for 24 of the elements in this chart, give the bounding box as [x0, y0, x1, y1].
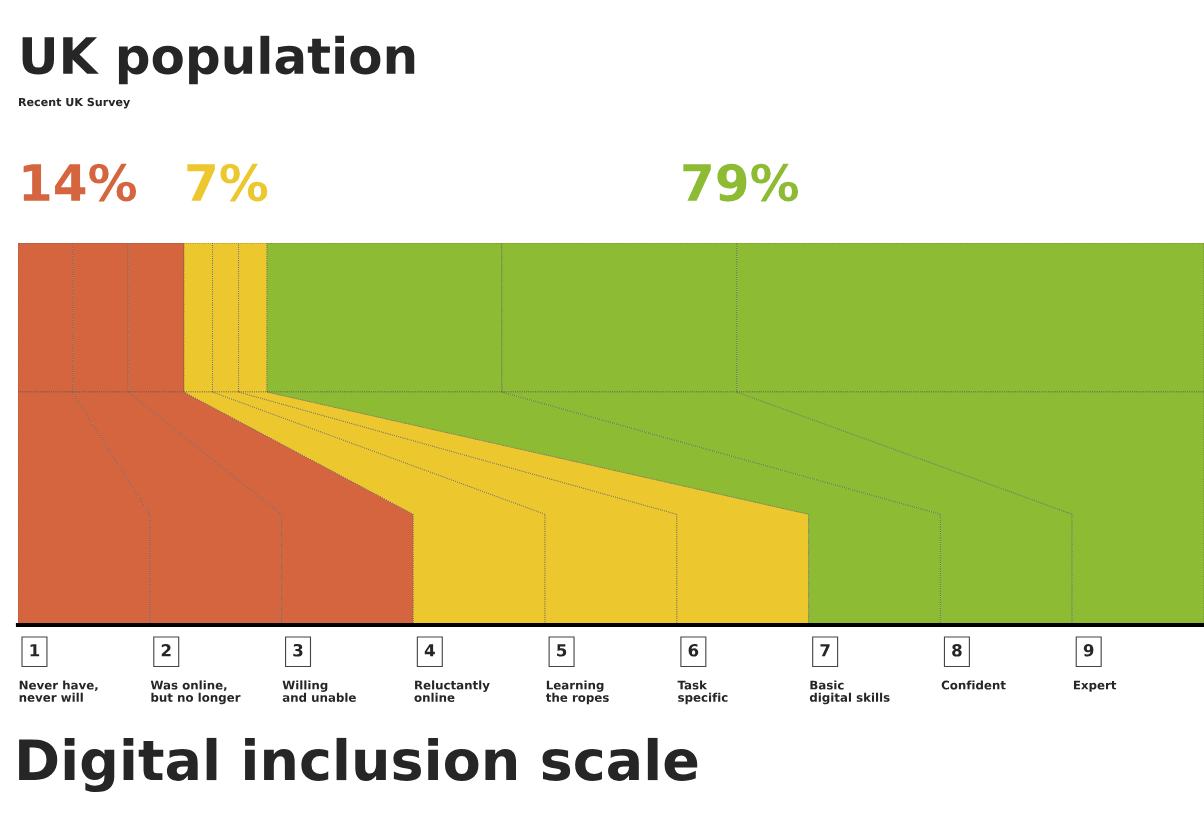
text: 9: [1083, 643, 1094, 657]
text: 7: [820, 644, 830, 657]
text: 4: [424, 644, 435, 657]
text: Never have, never will: [19, 680, 98, 702]
text: 8: [952, 643, 962, 657]
chart-title: UK population: [22, 35, 415, 85]
text: Digital inclusion scale: [19, 737, 698, 793]
chart-subtitle: Recent UK Survey: [19, 97, 131, 109]
text: 5: [557, 644, 567, 657]
text: Expert: [1073, 680, 1117, 692]
text: 79%: [683, 163, 799, 202]
text: 6: [688, 643, 699, 657]
text: Learning the ropes: [545, 680, 609, 705]
text: Was online, but no longer: [150, 680, 241, 705]
text: Reluctantly online: [414, 680, 490, 702]
text: Basic digital skills: [809, 680, 890, 705]
text: 3: [293, 643, 303, 657]
text: 1: [30, 644, 40, 657]
text: 2: [161, 643, 171, 657]
text: 7%: [187, 163, 268, 202]
text: Confident: [941, 680, 1006, 690]
text: Task specific: [677, 680, 728, 705]
text: Willing and unable: [282, 680, 356, 702]
text: 14%: [23, 163, 137, 202]
